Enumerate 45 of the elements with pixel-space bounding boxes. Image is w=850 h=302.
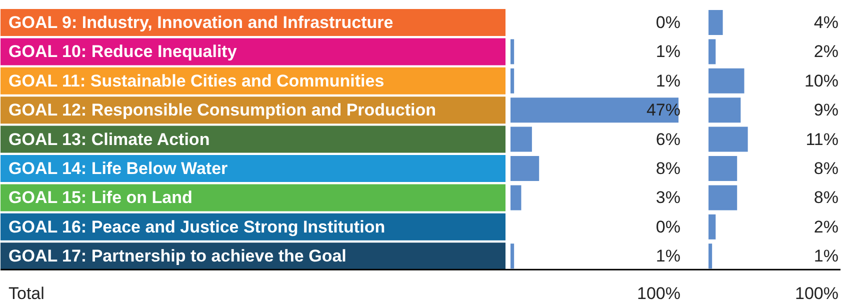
bar — [510, 156, 540, 181]
data-label: 0% — [656, 13, 681, 32]
data-label: 1% — [814, 246, 839, 266]
bar — [510, 126, 532, 152]
data-label: 11% — [806, 130, 838, 149]
bar — [510, 98, 678, 123]
y-tick-label: GOAL 11: Sustainable Cities and Communities — [8, 71, 384, 90]
bar — [510, 185, 522, 210]
bar — [708, 156, 738, 181]
bar — [708, 98, 741, 123]
data-label: 6% — [656, 130, 681, 149]
text: 100% — [637, 284, 681, 302]
text: 100% — [795, 284, 839, 302]
data-label: 0% — [656, 217, 681, 236]
bar — [708, 185, 738, 210]
data-label: 8% — [814, 188, 839, 208]
bar — [708, 68, 744, 94]
data-label: 10% — [804, 71, 839, 90]
data-label: 4% — [814, 13, 839, 32]
data-label: 8% — [814, 159, 839, 178]
bar — [510, 68, 514, 94]
data-label: 9% — [814, 100, 839, 120]
data-label: 1% — [656, 246, 681, 266]
y-tick-label: GOAL 14: Life Below Water — [8, 159, 228, 178]
y-tick-label: GOAL 10: Reduce Inequality — [8, 42, 238, 62]
y-tick-label: GOAL 17: Partnership to achieve the Goal — [8, 246, 346, 266]
y-tick-label: GOAL 13: Climate Action — [8, 130, 210, 149]
data-label: 8% — [656, 159, 681, 178]
bar — [510, 39, 514, 64]
data-label: 1% — [656, 71, 681, 90]
y-tick-label: GOAL 16: Peace and Justice Strong Institution — [8, 217, 386, 236]
bar — [708, 39, 716, 64]
bar — [708, 10, 723, 35]
y-tick-label: GOAL 12: Responsible Consumption and Production — [8, 100, 436, 120]
y-tick-label: GOAL 15: Life on Land — [8, 188, 192, 208]
data-label: 3% — [656, 188, 681, 208]
text: Total — [8, 284, 44, 302]
data-label: 1% — [656, 42, 681, 62]
bar — [510, 244, 514, 269]
y-tick-label: GOAL 9: Industry, Innovation and Infrastructure — [8, 13, 394, 32]
bar — [708, 214, 716, 240]
data-label: 2% — [814, 217, 839, 236]
bar — [708, 244, 712, 269]
data-label: 2% — [814, 42, 839, 62]
bar — [708, 126, 748, 152]
